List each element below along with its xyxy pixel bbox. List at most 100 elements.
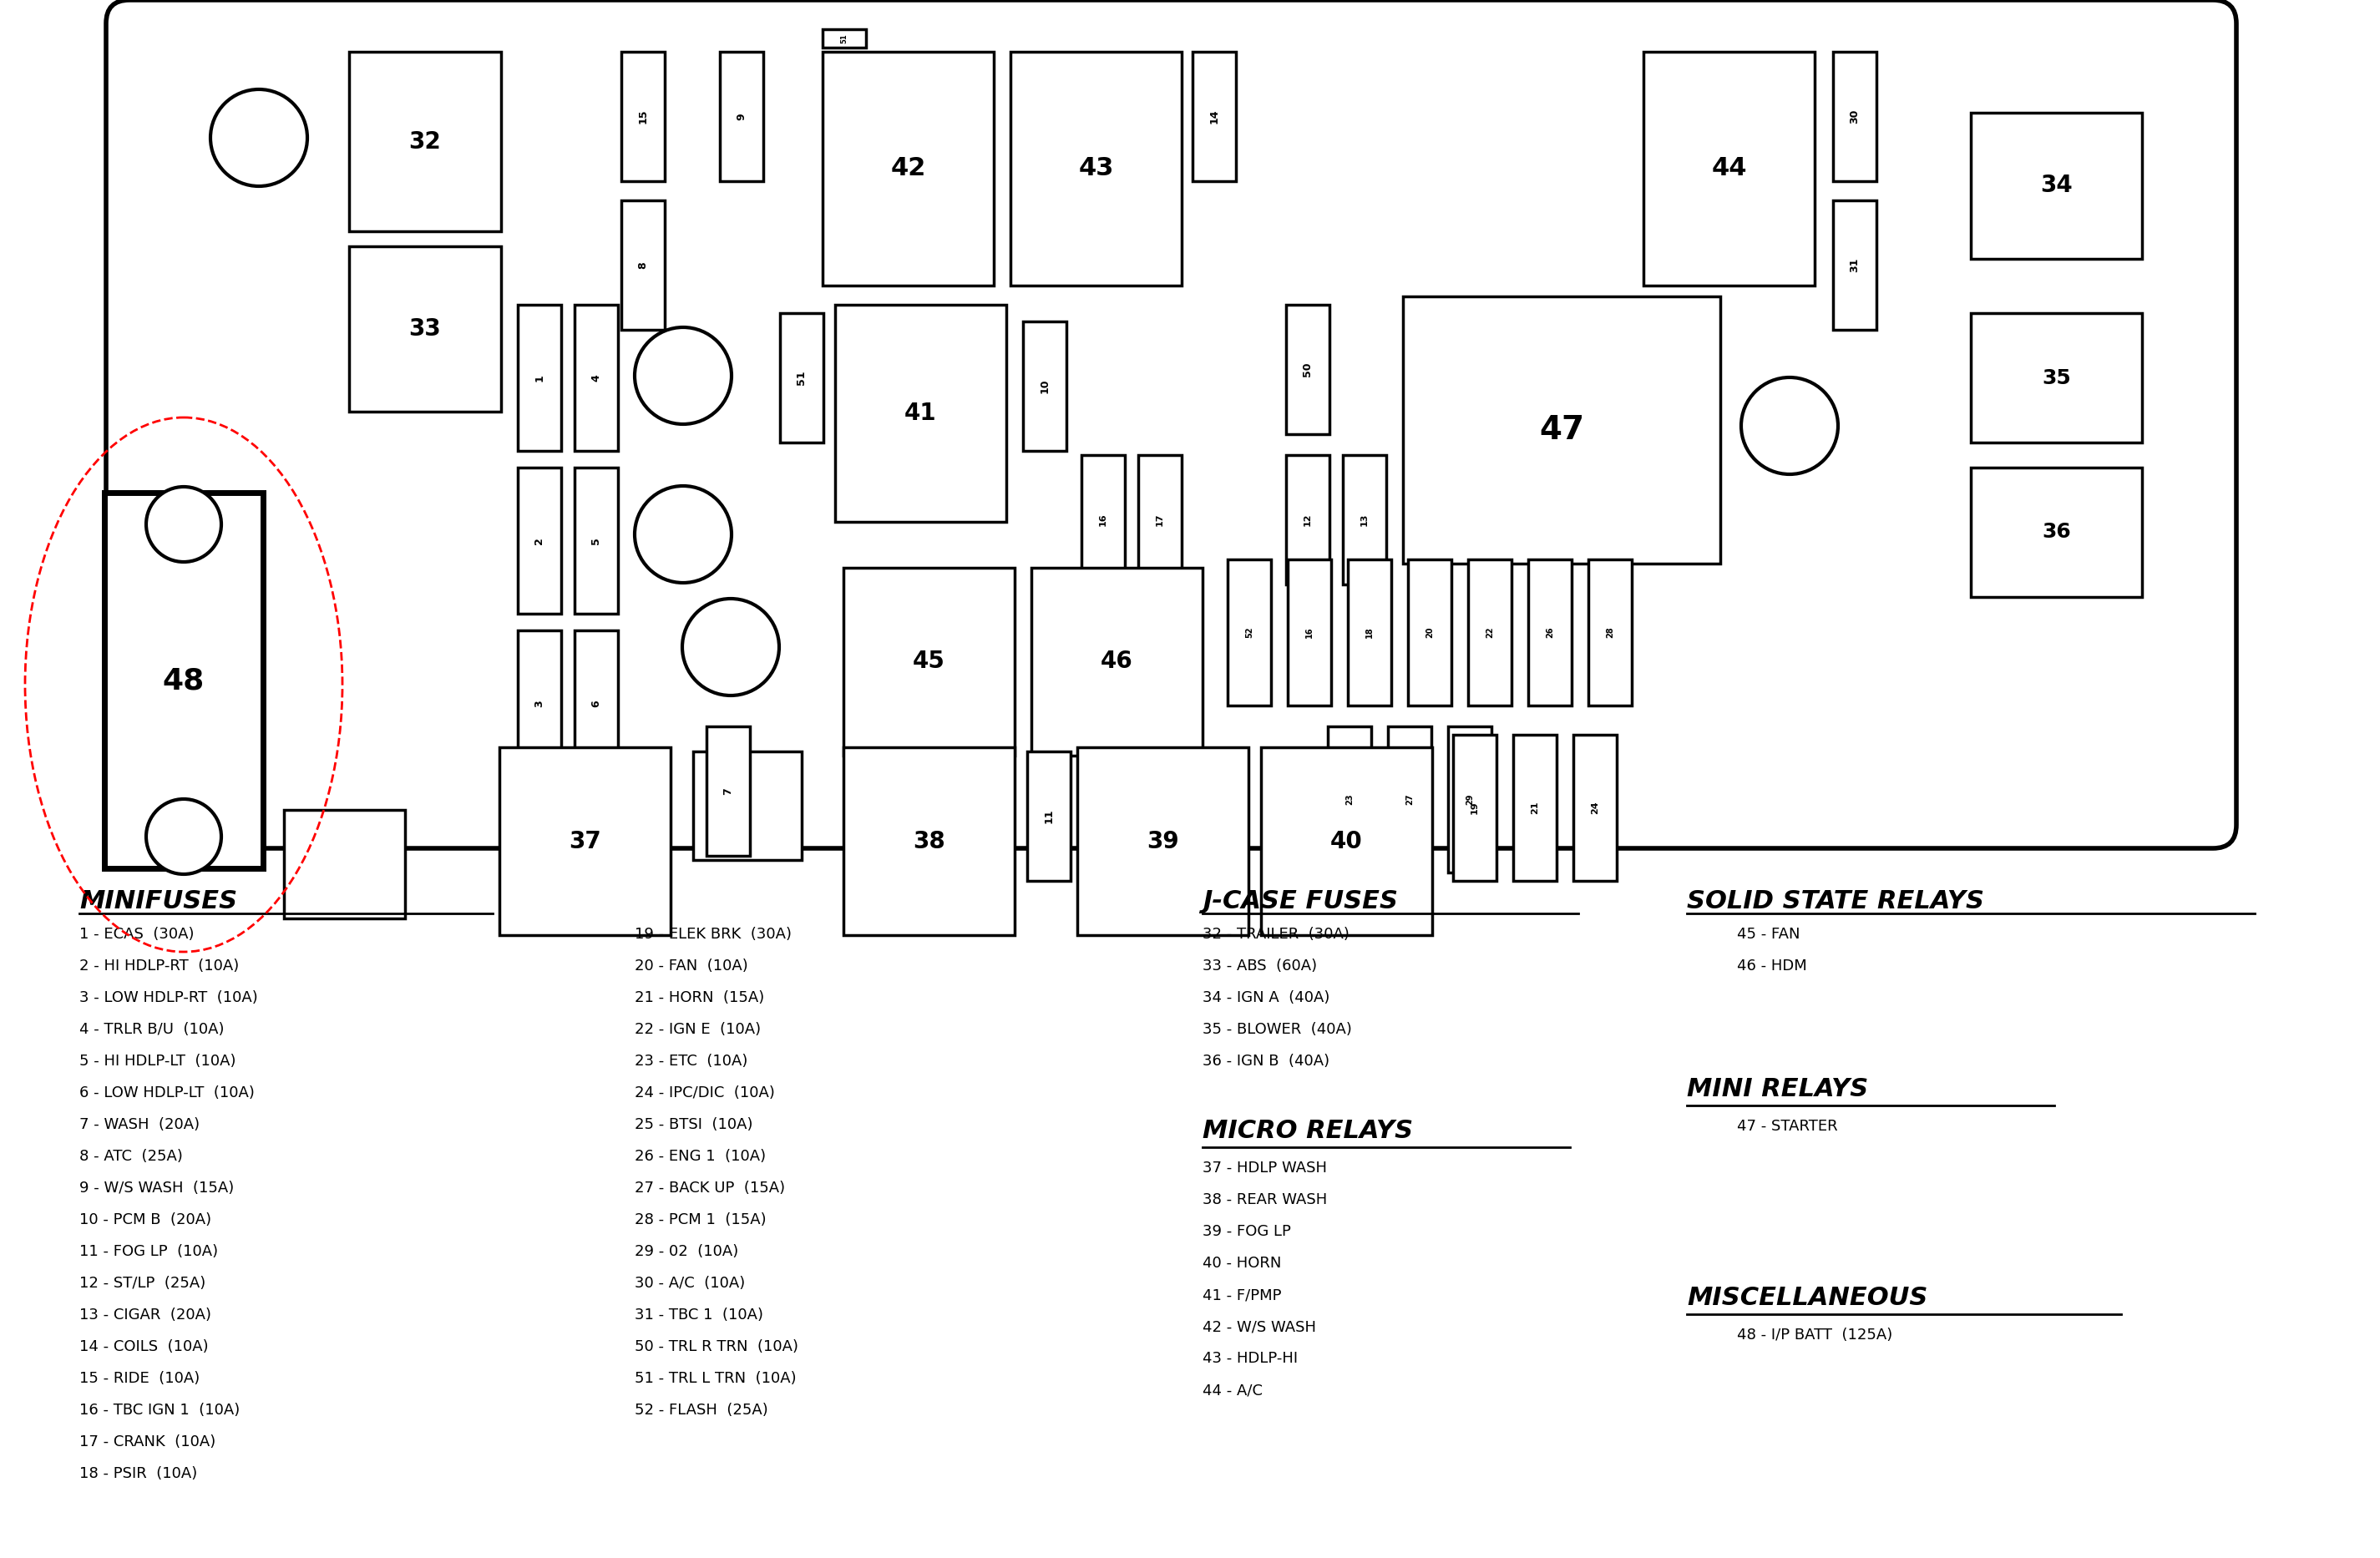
Text: 21: 21 <box>1530 801 1540 815</box>
Text: 42 - W/S WASH: 42 - W/S WASH <box>1202 1320 1316 1334</box>
Circle shape <box>145 799 221 874</box>
Text: 14: 14 <box>1209 109 1219 123</box>
Text: 29: 29 <box>1466 795 1473 805</box>
Text: MINI RELAYS: MINI RELAYS <box>1687 1077 1868 1102</box>
Text: 37 - HDLP WASH: 37 - HDLP WASH <box>1202 1161 1328 1176</box>
Bar <box>1328 726 1371 872</box>
Text: 44: 44 <box>1711 156 1747 181</box>
Text: 15 - RIDE  (10A): 15 - RIDE (10A) <box>79 1371 200 1387</box>
Bar <box>719 51 764 181</box>
Text: 43 - HDLP-HI: 43 - HDLP-HI <box>1202 1351 1297 1366</box>
Text: SOLID STATE RELAYS: SOLID STATE RELAYS <box>1687 890 1985 913</box>
Text: 8: 8 <box>638 262 647 268</box>
Text: 7 - WASH  (20A): 7 - WASH (20A) <box>79 1117 200 1133</box>
Text: 29 - 02  (10A): 29 - 02 (10A) <box>635 1243 738 1259</box>
Text: 33 - ABS  (60A): 33 - ABS (60A) <box>1202 958 1316 974</box>
Text: 20: 20 <box>1426 626 1433 639</box>
Text: 18: 18 <box>1366 626 1373 639</box>
Text: 51: 51 <box>797 371 807 385</box>
Bar <box>621 201 664 330</box>
Bar <box>823 30 866 48</box>
Bar <box>707 726 750 855</box>
Bar <box>1573 735 1616 880</box>
Text: 2 - HI HDLP-RT  (10A): 2 - HI HDLP-RT (10A) <box>79 958 238 974</box>
Text: 31 - TBC 1  (10A): 31 - TBC 1 (10A) <box>635 1307 764 1323</box>
Bar <box>574 631 619 776</box>
Text: 28 - PCM 1  (15A): 28 - PCM 1 (15A) <box>635 1212 766 1228</box>
Bar <box>1138 455 1180 584</box>
Text: 27 - BACK UP  (15A): 27 - BACK UP (15A) <box>635 1181 785 1195</box>
Text: 45 - FAN: 45 - FAN <box>1737 927 1799 943</box>
Text: 34 - IGN A  (40A): 34 - IGN A (40A) <box>1202 991 1330 1005</box>
Bar <box>1514 735 1557 880</box>
Bar <box>843 567 1014 756</box>
Text: 30 - A/C  (10A): 30 - A/C (10A) <box>635 1276 745 1292</box>
Text: 31: 31 <box>1849 257 1861 273</box>
Text: 48 - I/P BATT  (125A): 48 - I/P BATT (125A) <box>1737 1327 1892 1343</box>
Text: 50: 50 <box>1302 361 1314 377</box>
Bar <box>1192 51 1235 181</box>
Text: 2: 2 <box>533 538 545 544</box>
Text: 1: 1 <box>533 374 545 382</box>
Text: 11: 11 <box>1042 809 1054 824</box>
Text: 21 - HORN  (15A): 21 - HORN (15A) <box>635 991 764 1005</box>
Bar <box>1971 112 2142 259</box>
Text: 30: 30 <box>1849 109 1861 123</box>
Text: 43: 43 <box>1078 156 1114 181</box>
Text: 36: 36 <box>2042 522 2071 542</box>
Text: 26 - ENG 1  (10A): 26 - ENG 1 (10A) <box>635 1148 766 1164</box>
Text: 13 - CIGAR  (20A): 13 - CIGAR (20A) <box>79 1307 212 1323</box>
FancyBboxPatch shape <box>107 0 2237 848</box>
Text: 12 - ST/LP  (25A): 12 - ST/LP (25A) <box>79 1276 205 1292</box>
Text: 32 - TRAILER  (30A): 32 - TRAILER (30A) <box>1202 927 1349 943</box>
Circle shape <box>209 89 307 187</box>
Text: 25 - BTSI  (10A): 25 - BTSI (10A) <box>635 1117 752 1133</box>
Bar <box>519 305 562 450</box>
Text: MINIFUSES: MINIFUSES <box>79 890 238 913</box>
Text: 6 - LOW HDLP-LT  (10A): 6 - LOW HDLP-LT (10A) <box>79 1086 255 1100</box>
Text: 34: 34 <box>2040 174 2073 198</box>
Circle shape <box>635 486 731 583</box>
Bar <box>693 751 802 860</box>
Bar <box>1402 296 1721 564</box>
Bar <box>1012 51 1180 285</box>
Bar <box>1031 567 1202 756</box>
Bar <box>105 492 264 868</box>
Bar <box>283 810 405 918</box>
Text: 52 - FLASH  (25A): 52 - FLASH (25A) <box>635 1402 769 1418</box>
Bar <box>781 313 823 442</box>
Text: 22 - IGN E  (10A): 22 - IGN E (10A) <box>635 1022 762 1038</box>
Bar <box>1285 305 1330 435</box>
Text: 19: 19 <box>1471 801 1478 815</box>
Text: 28: 28 <box>1607 626 1614 639</box>
Bar <box>843 748 1014 935</box>
Text: 24 - IPC/DIC  (10A): 24 - IPC/DIC (10A) <box>635 1086 776 1100</box>
Circle shape <box>145 486 221 562</box>
Circle shape <box>635 327 731 424</box>
Text: 12: 12 <box>1304 513 1311 527</box>
Text: 3: 3 <box>533 700 545 707</box>
Text: 32: 32 <box>409 129 440 153</box>
Text: 19 - ELEK BRK  (30A): 19 - ELEK BRK (30A) <box>635 927 793 943</box>
Text: 36 - IGN B  (40A): 36 - IGN B (40A) <box>1202 1053 1330 1069</box>
Bar <box>500 748 671 935</box>
Text: 16: 16 <box>1304 626 1314 639</box>
Text: 3 - LOW HDLP-RT  (10A): 3 - LOW HDLP-RT (10A) <box>79 991 257 1005</box>
Text: 5: 5 <box>590 538 602 544</box>
Circle shape <box>683 598 778 695</box>
Bar <box>1528 559 1571 706</box>
Bar <box>519 631 562 776</box>
Bar <box>1587 559 1633 706</box>
Text: 51: 51 <box>840 34 847 44</box>
Text: 51 - TRL L TRN  (10A): 51 - TRL L TRN (10A) <box>635 1371 797 1387</box>
Text: 18 - PSIR  (10A): 18 - PSIR (10A) <box>79 1466 198 1482</box>
Text: 44 - A/C: 44 - A/C <box>1202 1382 1264 1398</box>
Text: 41 - F/PMP: 41 - F/PMP <box>1202 1287 1280 1302</box>
Bar <box>1028 751 1071 880</box>
Text: 5 - HI HDLP-LT  (10A): 5 - HI HDLP-LT (10A) <box>79 1053 236 1069</box>
Bar <box>1454 735 1497 880</box>
Text: 35: 35 <box>2042 368 2071 388</box>
Bar <box>574 467 619 614</box>
Text: 41: 41 <box>904 402 938 425</box>
Text: 20 - FAN  (10A): 20 - FAN (10A) <box>635 958 747 974</box>
